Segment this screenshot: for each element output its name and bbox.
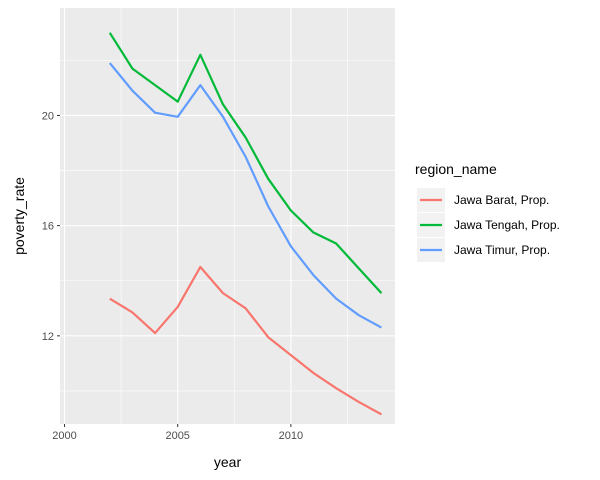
y-tick-label: 16: [42, 221, 54, 233]
x-tick-label: 2000: [52, 430, 76, 442]
series-line: [108, 62, 382, 329]
y-axis-title: poverty_rate: [11, 177, 27, 255]
legend: Jawa Barat, Prop. Jawa Tengah, Prop. Jawa …: [417, 188, 560, 262]
legend-item-label: Jawa Barat, Prop.: [454, 193, 549, 207]
series-lines: [108, 32, 383, 416]
legend-item-label: Jawa Timur, Prop.: [454, 243, 550, 257]
plot-panel: [60, 8, 395, 424]
x-tick-label: 2005: [165, 430, 189, 442]
series-line: [109, 265, 382, 416]
legend-item-label: Jawa Tengah, Prop.: [454, 218, 560, 232]
x-tick-label: 2010: [279, 430, 303, 442]
axis-tick-labels: 2000 2005 2010 12 16 20: [42, 110, 303, 442]
axis-ticks: [57, 114, 292, 427]
x-axis-title: year: [214, 454, 242, 470]
y-tick-label: 20: [42, 110, 54, 122]
minor-gridlines: [60, 8, 395, 424]
y-tick-label: 12: [42, 331, 54, 343]
legend-title: region_name: [415, 161, 497, 177]
series-line: [108, 32, 383, 294]
